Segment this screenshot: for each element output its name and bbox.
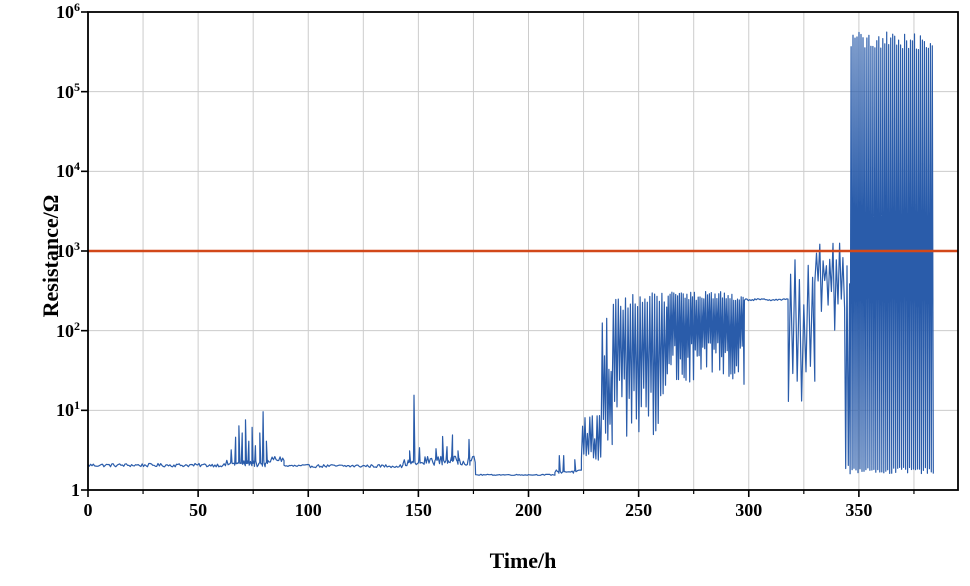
y-tick-label: 104 xyxy=(56,159,80,182)
exponent: 2 xyxy=(74,318,80,333)
resistance-series-path xyxy=(88,31,934,476)
x-tick-label: 200 xyxy=(515,500,542,520)
x-tick-label: 0 xyxy=(83,500,93,520)
exponent: 5 xyxy=(74,79,80,94)
y-tick-label: 106 xyxy=(56,0,80,22)
y-tick-label: 101 xyxy=(56,398,80,421)
x-axis-title: Time/h xyxy=(489,548,557,573)
x-tick-label: 50 xyxy=(189,500,208,520)
y-tick-label: 105 xyxy=(56,79,80,102)
exponent: 3 xyxy=(74,239,80,253)
exponent: 4 xyxy=(74,159,80,174)
resistance-trace xyxy=(88,31,934,476)
exponent: 6 xyxy=(74,0,80,14)
y-tick-label: 103 xyxy=(56,239,80,261)
y-axis-title: Resistance/Ω xyxy=(38,194,63,318)
x-tick-label: 350 xyxy=(845,500,873,520)
y-tick-label: 1 xyxy=(71,480,80,500)
x-tick-label: 100 xyxy=(294,500,322,520)
y-tick-label: 102 xyxy=(56,318,80,341)
x-tick-label: 300 xyxy=(735,500,763,520)
exponent: 1 xyxy=(74,398,80,413)
axis-tick-marks xyxy=(81,11,915,497)
x-tick-label: 250 xyxy=(625,500,653,520)
x-tick-label: 150 xyxy=(404,500,432,520)
